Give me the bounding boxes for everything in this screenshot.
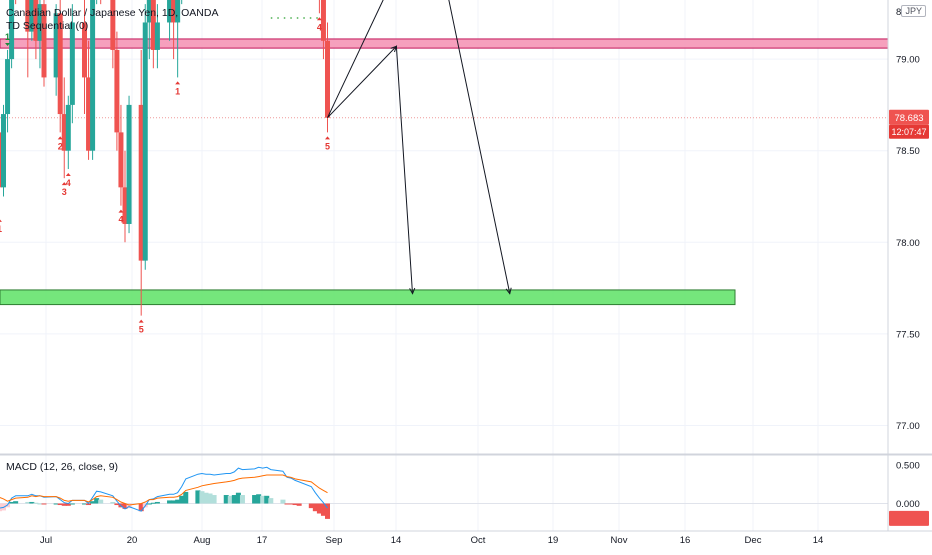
- candle-body: [325, 41, 330, 118]
- candle-body: [127, 105, 132, 224]
- time-tick-label: 19: [548, 535, 559, 546]
- td-count-label: 4: [317, 22, 322, 32]
- price-tick-label: 78.50: [896, 146, 920, 157]
- td-count-label: 1: [5, 32, 10, 42]
- countdown-label: 12:07:47: [891, 127, 926, 137]
- candle-body: [90, 0, 95, 151]
- time-tick-label: Nov: [611, 535, 628, 546]
- td-count-label: 2: [58, 141, 63, 151]
- macd-pane: [0, 467, 888, 519]
- candle: [1, 105, 6, 197]
- td-count-label: 5: [139, 325, 144, 335]
- candle-body: [1, 114, 6, 187]
- candle-body: [118, 132, 123, 187]
- symbol-legend[interactable]: Canadian Dollar / Japanese Yen, 1D, OAND…: [6, 7, 218, 19]
- td-arrow-up: [139, 320, 144, 323]
- td-count-label: 1: [0, 224, 2, 234]
- td-count-label: 4: [66, 178, 71, 188]
- indicator-legend[interactable]: TD Sequential (0): [6, 20, 88, 32]
- candle-body: [321, 0, 326, 41]
- macd-histogram-bar: [183, 492, 188, 504]
- td-sequential-labels: 3112345123412234453641124512456789123412…: [0, 0, 330, 335]
- candle-body: [114, 50, 119, 132]
- macd-histogram-bar: [98, 500, 103, 504]
- signal-line: [0, 475, 327, 505]
- candle-body: [155, 22, 160, 49]
- time-tick-label: Aug: [194, 535, 211, 546]
- macd-histogram-bar: [240, 495, 245, 503]
- macd-histogram-bar: [13, 501, 18, 503]
- grid-lines: [0, 0, 888, 531]
- macd-tick-label: 0.000: [896, 499, 920, 510]
- td-count: 1: [0, 219, 2, 234]
- macd-histogram-bar: [110, 502, 115, 504]
- candle-body: [5, 59, 10, 114]
- candle-body: [70, 22, 75, 104]
- td-arrow-up: [325, 136, 330, 139]
- time-tick-label: Oct: [471, 535, 486, 546]
- price-tick-label: 78.00: [896, 238, 920, 249]
- time-tick-label: Jul: [40, 535, 52, 546]
- candle: [143, 4, 148, 270]
- price-tick-label: 77.50: [896, 329, 920, 340]
- td-count-label: 5: [325, 141, 330, 151]
- macd-histogram-bar: [297, 504, 302, 506]
- td-arrow-up: [0, 219, 2, 222]
- macd-value-tag: [889, 511, 929, 526]
- macd-histogram-bar: [268, 498, 273, 503]
- last-price-label: 78.683: [894, 113, 923, 124]
- td-count: 4: [118, 210, 123, 225]
- td-count: 5: [139, 320, 144, 335]
- currency-badge[interactable]: JPY: [901, 5, 926, 17]
- td-count: 2: [58, 136, 63, 151]
- td-count: 1: [175, 81, 180, 96]
- candle-body: [66, 105, 71, 151]
- time-tick-label: 17: [257, 535, 268, 546]
- td-count-label: 3: [62, 187, 67, 197]
- time-tick-label: Sep: [326, 535, 343, 546]
- price-tick-label: 79.00: [896, 55, 920, 66]
- td-count-label: 1: [175, 86, 180, 96]
- td-arrow-up: [175, 81, 180, 84]
- td-count: 5: [325, 136, 330, 151]
- projection-path[interactable]: [328, 46, 413, 293]
- macd-histogram-bar: [212, 495, 217, 503]
- time-tick-label: 14: [813, 535, 824, 546]
- time-tick-label: 20: [127, 535, 138, 546]
- time-tick-label: Dec: [745, 535, 762, 546]
- support-zone[interactable]: [0, 290, 735, 305]
- td-arrow-up: [66, 173, 71, 176]
- macd-histogram-bar: [280, 500, 285, 504]
- macd-histogram-bar: [155, 502, 160, 504]
- td-count-label: 4: [118, 215, 123, 225]
- zones[interactable]: [0, 0, 888, 305]
- td-count: 4: [317, 17, 322, 32]
- candle: [90, 0, 95, 160]
- macd-line: [0, 467, 327, 511]
- macd-histogram-bar: [70, 504, 75, 505]
- candle-body: [143, 22, 148, 260]
- price-tick-label: 77.00: [896, 421, 920, 432]
- td-count: 4: [66, 173, 71, 188]
- macd-histogram-bar: [42, 504, 47, 505]
- candle: [66, 96, 71, 169]
- candle: [98, 0, 103, 4]
- macd-legend[interactable]: MACD (12, 26, close, 9): [6, 461, 118, 473]
- macd-tick-label: 0.500: [896, 461, 920, 472]
- resistance-zone[interactable]: [0, 39, 888, 48]
- time-tick-label: 14: [391, 535, 402, 546]
- candle: [127, 96, 132, 233]
- time-tick-label: 16: [680, 535, 691, 546]
